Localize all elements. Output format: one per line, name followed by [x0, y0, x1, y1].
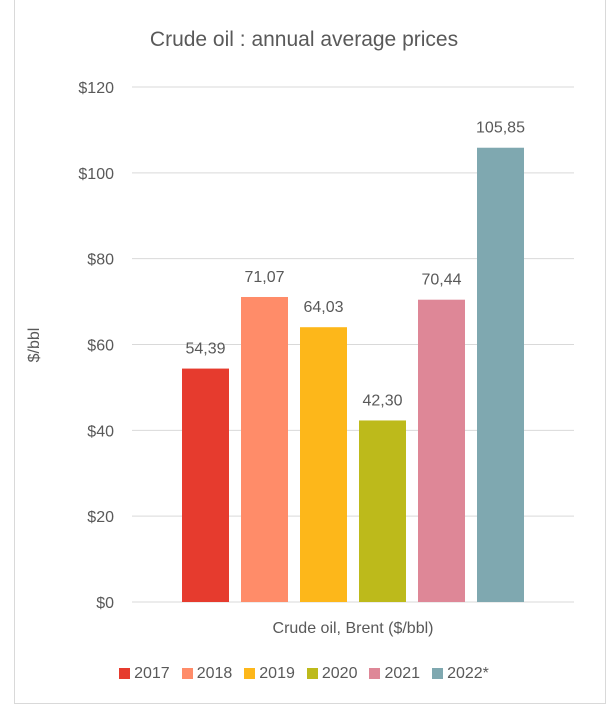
legend-swatch	[306, 668, 318, 679]
legend-item: 2017	[119, 665, 170, 683]
y-tick-label: $0	[96, 595, 114, 612]
data-label: 54,39	[185, 341, 225, 358]
legend-swatch	[432, 668, 444, 679]
legend-swatch	[369, 668, 381, 679]
y-tick-label: $80	[87, 252, 114, 269]
legend-label: 2017	[134, 665, 170, 682]
x-axis-label: Crude oil, Brent ($/bbl)	[273, 620, 434, 637]
legend-label: 2022*	[447, 665, 489, 682]
legend-swatch	[181, 668, 193, 679]
legend-label: 2020	[321, 665, 358, 682]
bar-2021	[418, 299, 465, 602]
legend-item: 2018	[181, 665, 233, 683]
y-tick-label: $120	[78, 80, 114, 97]
chart-title: Crude oil : annual average prices	[149, 28, 459, 51]
y-tick-label: $60	[87, 338, 114, 355]
bar-2017	[182, 368, 229, 602]
bar-2018	[241, 296, 288, 602]
legend-label: 2021	[384, 665, 421, 682]
bar-2019	[300, 327, 347, 602]
legend-label: 2018	[196, 665, 233, 682]
y-tick-label: $100	[78, 166, 114, 183]
legend-swatch	[119, 668, 131, 679]
data-label: 42,30	[362, 392, 402, 409]
y-tick-label: $40	[87, 423, 114, 440]
legend-item: 2022*	[432, 665, 489, 683]
y-tick-label: $20	[87, 509, 114, 526]
bar-2020	[359, 420, 406, 602]
legend-item: 2019	[244, 665, 295, 683]
legend-swatch	[244, 668, 256, 679]
chart-legend: 2017 2018 2019 2020 2021 2022*	[0, 665, 608, 683]
data-label: 64,03	[303, 299, 343, 316]
data-label: 70,44	[421, 272, 461, 289]
data-label: 105,85	[476, 120, 525, 137]
legend-item: 2021	[369, 665, 420, 683]
data-label: 71,07	[244, 269, 284, 286]
bar-2022	[477, 147, 524, 602]
y-axis-label: $/bbl	[26, 328, 43, 363]
legend-item: 2020	[306, 665, 358, 683]
legend-label: 2019	[259, 665, 295, 682]
